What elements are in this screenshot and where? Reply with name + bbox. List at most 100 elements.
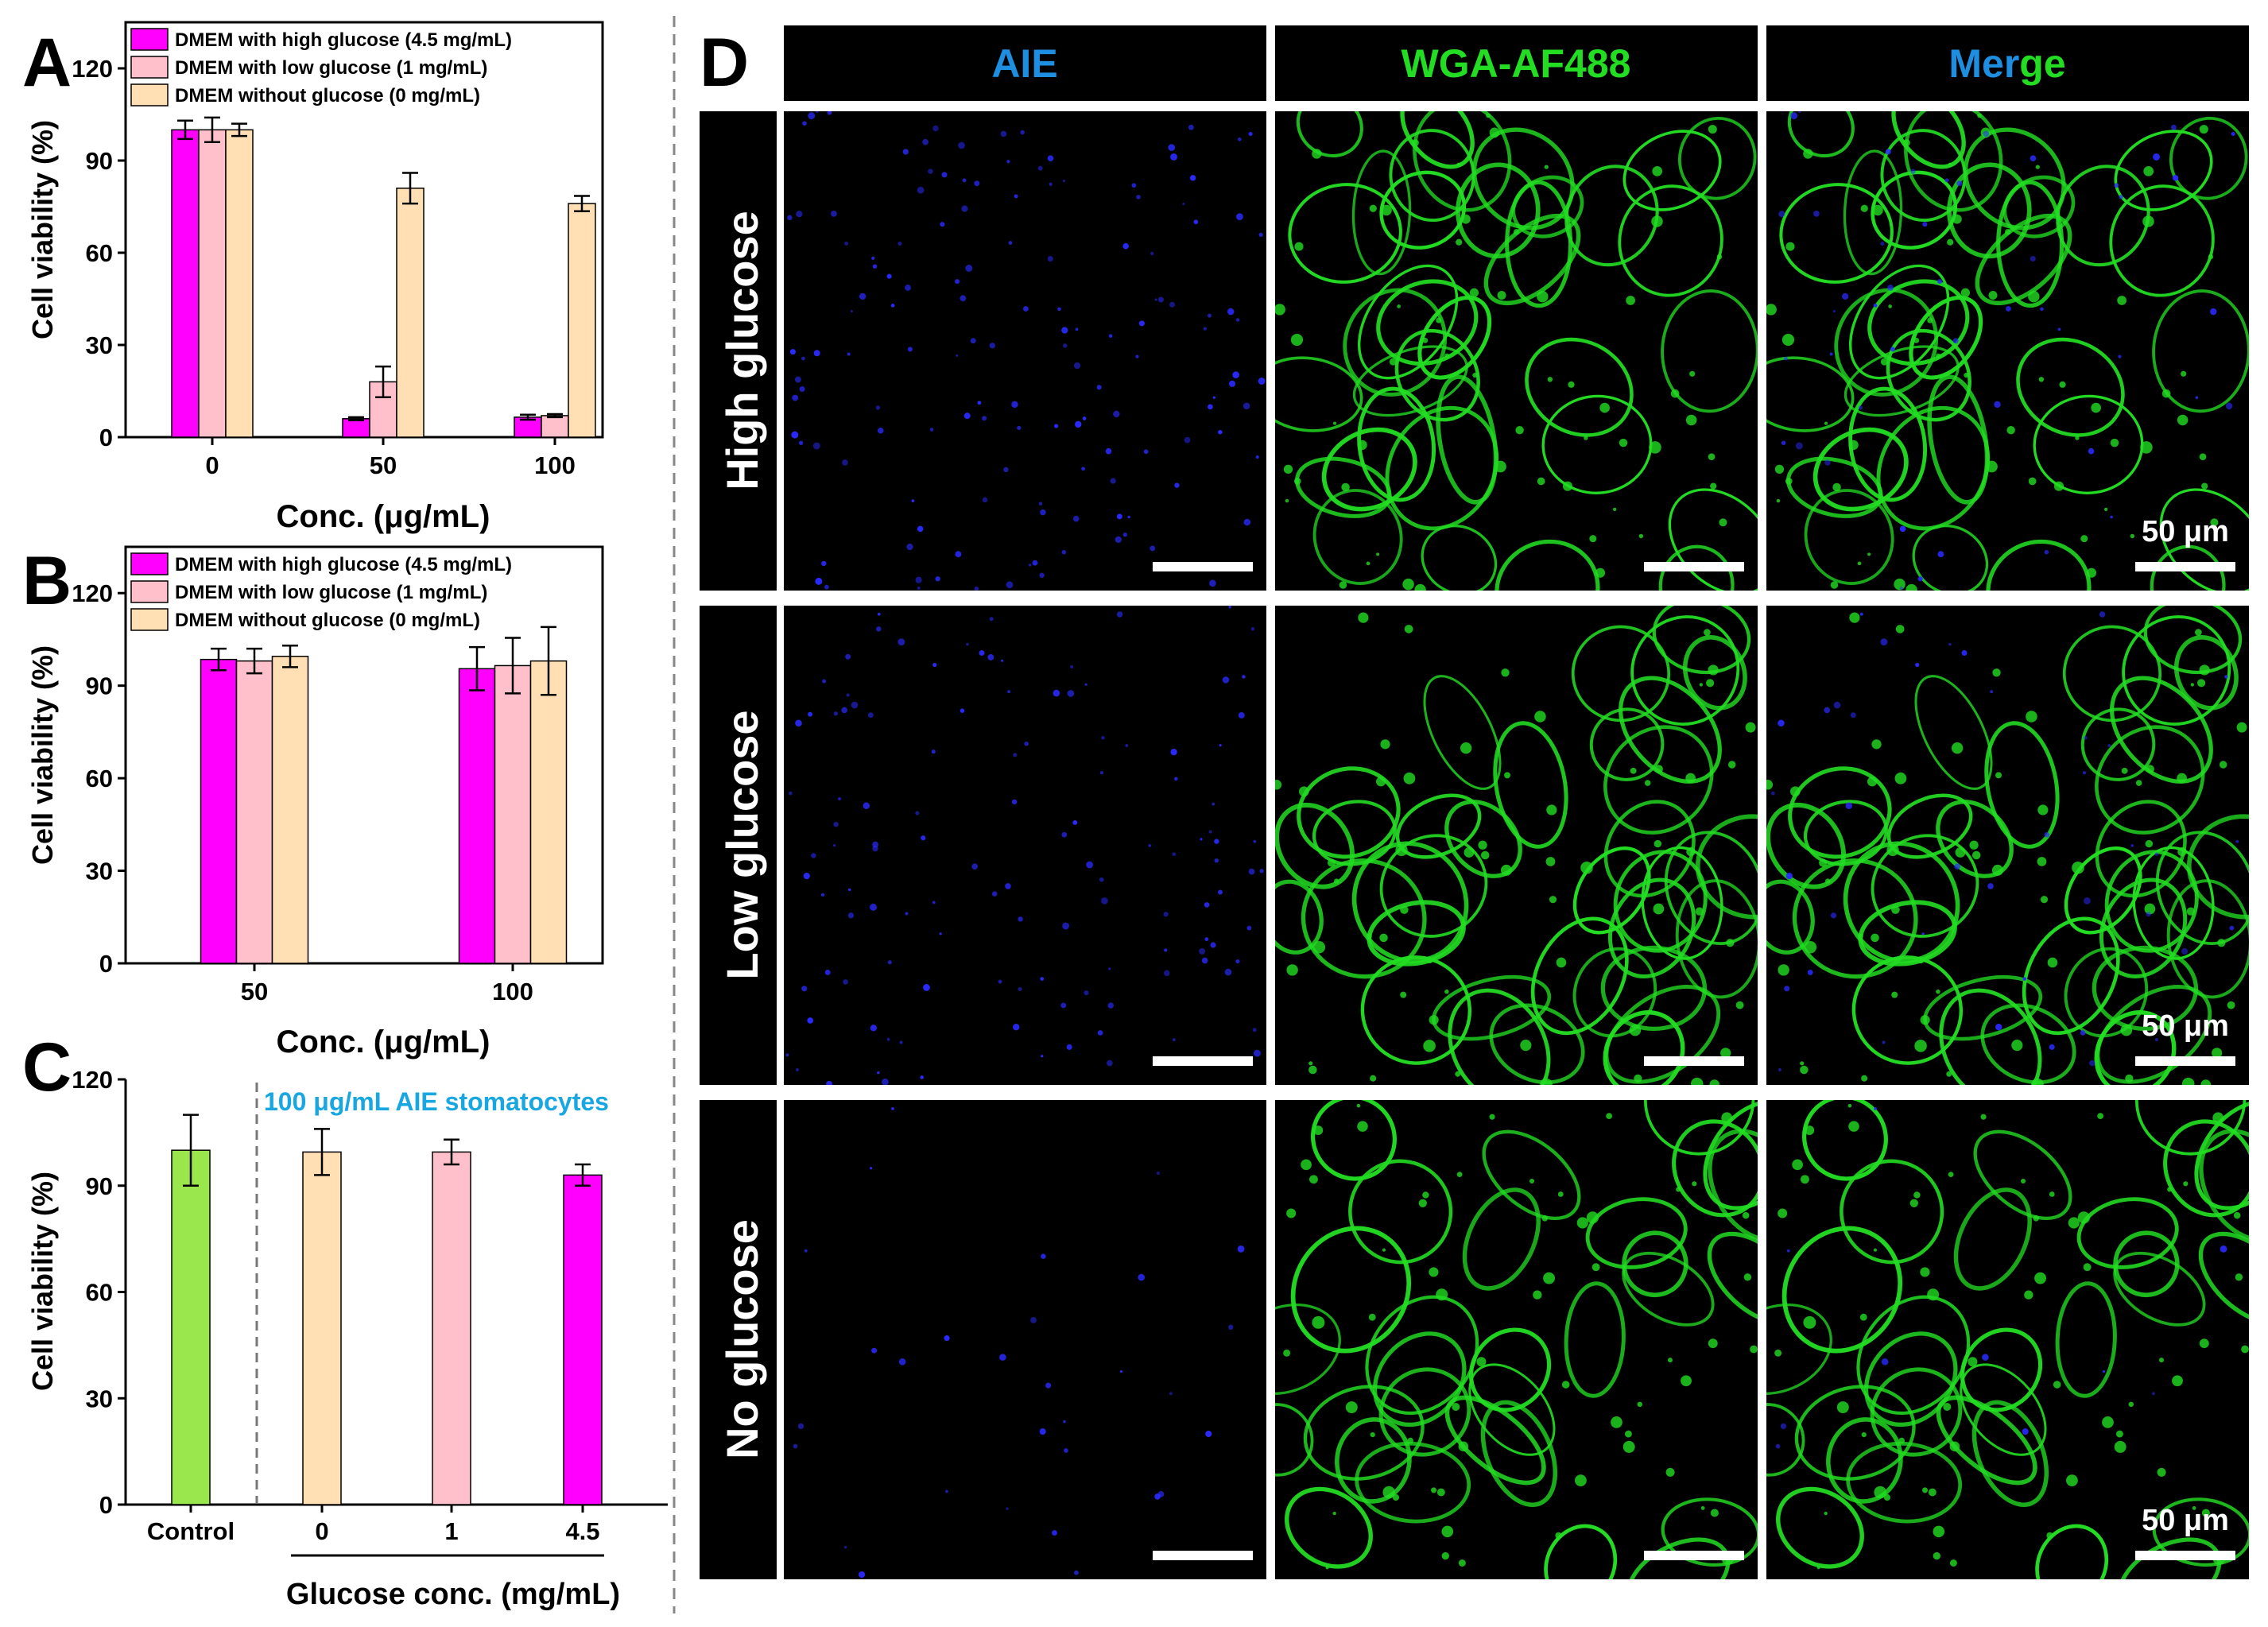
b-y-tick-label: 0 bbox=[99, 950, 113, 978]
c-x-tick-label: 1 bbox=[444, 1517, 458, 1545]
c-bar-0 bbox=[302, 1151, 342, 1505]
panel-b-letter: B bbox=[22, 543, 72, 619]
row-label-no-glucose bbox=[700, 1100, 777, 1579]
b-legend-swatch-high bbox=[130, 552, 169, 575]
b-legend-label-high: DMEM with high glucose (4.5 mg/mL) bbox=[175, 554, 512, 575]
b-bar-none-50 bbox=[271, 656, 309, 964]
panel-c-bars bbox=[171, 1114, 603, 1505]
scale-bar-r1-c2 bbox=[2135, 1056, 2235, 1066]
a-error-bar-none-50 bbox=[402, 172, 418, 205]
column-header-aie-label: AIE bbox=[991, 41, 1057, 86]
b-x-tick-label: 50 bbox=[241, 978, 268, 1005]
panel-b-y-ticks: 0 30 60 90 120 bbox=[72, 579, 126, 978]
b-error-bar-high-100 bbox=[469, 645, 485, 691]
scale-bar-r0-c0 bbox=[1153, 562, 1253, 571]
scale-bar-label-high: 50 μm bbox=[2142, 515, 2229, 548]
row-label-low-glucose bbox=[700, 606, 777, 1085]
a-x-tick-label: 50 bbox=[370, 451, 397, 479]
c-x-tick-label: 4.5 bbox=[565, 1517, 599, 1545]
panel-b-x-axis-label: Conc. (μg/mL) bbox=[277, 1025, 490, 1059]
c-y-tick-label: 60 bbox=[86, 1279, 113, 1307]
micrograph-high-merge bbox=[1766, 111, 2249, 591]
c-error-bar-1 bbox=[444, 1138, 459, 1166]
panel-b-bars bbox=[200, 626, 568, 964]
a-error-bar-none-0 bbox=[231, 122, 247, 138]
panel-c-y-ticks: 0 30 60 90 120 bbox=[72, 1066, 126, 1519]
a-y-tick-label: 30 bbox=[86, 331, 113, 359]
a-bar-high-0 bbox=[171, 129, 200, 438]
c-y-tick-label: 0 bbox=[99, 1491, 113, 1519]
panel-c-y-axis-label: Cell viability (%) bbox=[26, 1172, 59, 1391]
c-x-tick-label: 0 bbox=[315, 1517, 328, 1545]
micrograph-none-aie bbox=[784, 1100, 1266, 1579]
b-y-tick-label: 30 bbox=[86, 858, 113, 885]
b-error-bar-high-50 bbox=[211, 647, 227, 672]
b-error-bar-low-50 bbox=[246, 647, 262, 675]
b-error-bar-none-100 bbox=[541, 626, 556, 696]
c-bar-Control bbox=[171, 1149, 211, 1505]
a-error-bar-low-100 bbox=[547, 413, 563, 419]
a-legend-label-none: DMEM without glucose (0 mg/mL) bbox=[175, 85, 480, 107]
scale-bar-r1-c1 bbox=[1644, 1056, 1744, 1066]
panel-c-x-ticks: Control 0 1 4.5 bbox=[147, 1505, 600, 1545]
panel-a: A 0 30 60 90 120 0 50 100 DMEM with high gluco… bbox=[22, 21, 604, 534]
a-error-bar-none-100 bbox=[574, 195, 590, 213]
panel-c: C 0 30 60 90 120 Control 0 1 4.5 100 μg/mL AIE … bbox=[22, 1029, 668, 1611]
scale-bar-r2-c2 bbox=[2135, 1551, 2235, 1560]
a-x-tick-label: 0 bbox=[205, 451, 219, 479]
panel-a-letter: A bbox=[22, 25, 72, 101]
b-error-bar-none-50 bbox=[282, 644, 298, 668]
c-x-tick-label: Control bbox=[147, 1517, 235, 1545]
micrograph-none-merge bbox=[1766, 1100, 2249, 1579]
b-legend-swatch-low bbox=[130, 580, 169, 603]
c-error-bar-0 bbox=[314, 1128, 330, 1176]
scale-bar-label-low: 50 μm bbox=[2142, 1009, 2229, 1043]
merge-label-part-green: ge bbox=[2019, 41, 2065, 86]
a-legend-label-low: DMEM with low glucose (1 mg/mL) bbox=[175, 57, 487, 79]
panel-a-x-ticks: 0 50 100 bbox=[205, 437, 576, 479]
b-error-bar-low-100 bbox=[505, 637, 521, 695]
panel-a-x-axis-label: Conc. (μg/mL) bbox=[277, 499, 490, 534]
panel-b-legend: DMEM with high glucose (4.5 mg/mL) DMEM w… bbox=[130, 552, 512, 631]
b-x-tick-label: 100 bbox=[492, 978, 533, 1005]
a-legend-label-high: DMEM with high glucose (4.5 mg/mL) bbox=[175, 29, 512, 51]
panel-c-x-axis-label: Glucose conc. (mg/mL) bbox=[286, 1578, 620, 1611]
column-header-wga-label: WGA-AF488 bbox=[1402, 41, 1631, 86]
panel-b-x-ticks: 50 100 bbox=[241, 963, 533, 1005]
a-error-bar-high-100 bbox=[520, 413, 536, 421]
b-bar-low-100 bbox=[494, 664, 532, 964]
a-bar-low-100 bbox=[541, 415, 569, 438]
b-y-tick-label: 90 bbox=[86, 672, 113, 700]
panel-c-letter: C bbox=[22, 1029, 72, 1106]
a-legend-swatch-none bbox=[130, 83, 169, 107]
panel-a-legend: DMEM with high glucose (4.5 mg/mL) DMEM w… bbox=[130, 28, 512, 107]
panel-a-y-axis-label: Cell viability (%) bbox=[26, 120, 59, 339]
c-y-tick-label: 120 bbox=[72, 1066, 113, 1094]
micrograph-high-wga bbox=[1275, 111, 1758, 591]
b-legend-label-low: DMEM with low glucose (1 mg/mL) bbox=[175, 582, 487, 603]
column-header-wga bbox=[1275, 25, 1758, 101]
c-error-bar-4.5 bbox=[575, 1163, 591, 1187]
micrograph-none-wga bbox=[1275, 1100, 1758, 1579]
a-legend-swatch-high bbox=[130, 28, 169, 51]
a-bar-none-0 bbox=[225, 129, 254, 438]
column-header-merge bbox=[1766, 25, 2249, 101]
panel-d: D AIE WGA-AF488 Merge High glucose Low g… bbox=[700, 25, 2249, 1579]
scale-bar-r0-c2 bbox=[2135, 562, 2235, 571]
panel-b-plot-frame bbox=[124, 545, 604, 965]
a-y-tick-label: 120 bbox=[72, 55, 113, 83]
scale-bar-r0-c1 bbox=[1644, 562, 1744, 571]
b-y-tick-label: 60 bbox=[86, 765, 113, 792]
a-y-tick-label: 0 bbox=[99, 424, 113, 451]
c-error-bar-Control bbox=[183, 1114, 199, 1187]
a-error-bar-low-50 bbox=[375, 365, 391, 398]
b-bar-high-100 bbox=[458, 668, 496, 964]
b-legend-label-none: DMEM without glucose (0 mg/mL) bbox=[175, 610, 480, 631]
panel-b-y-axis-label: Cell viability (%) bbox=[26, 645, 59, 865]
micrograph-low-merge bbox=[1766, 606, 2249, 1085]
panel-c-annotation: 100 μg/mL AIE stomatocytes bbox=[264, 1087, 609, 1116]
a-legend-swatch-low bbox=[130, 56, 169, 79]
a-y-tick-label: 90 bbox=[86, 147, 113, 175]
b-bar-none-100 bbox=[529, 660, 568, 964]
